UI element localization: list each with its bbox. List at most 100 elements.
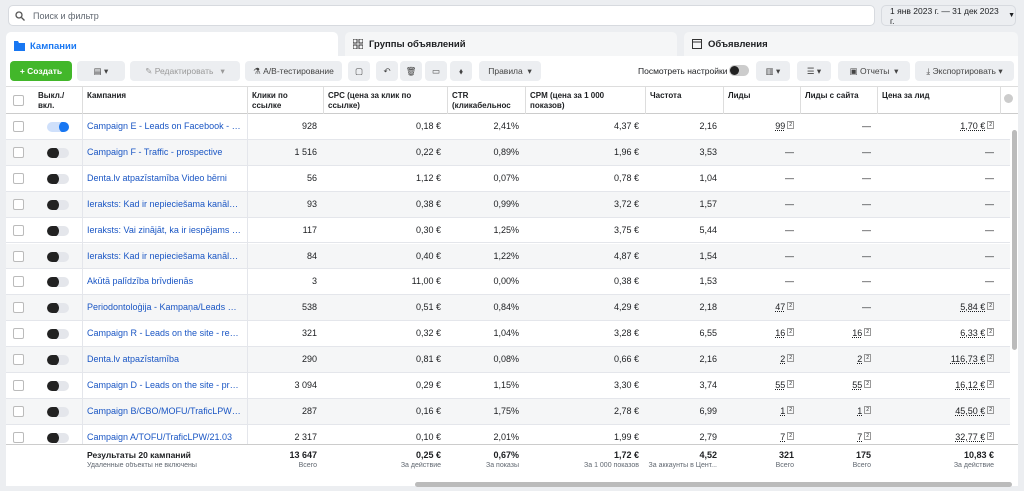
date-range[interactable]: 1 янв 2023 г. — 31 дек 2023 г. ▼ — [881, 5, 1016, 26]
metric-cell: 1,57 — [699, 198, 717, 209]
campaign-name: Ieraksts: Kad ir nepieciešama kanālu ārs… — [87, 250, 242, 261]
column-header: Клики по ссылке — [252, 91, 288, 110]
row-toggle[interactable] — [47, 277, 69, 288]
column-divider — [645, 87, 646, 114]
metric-cell: — — [862, 198, 871, 209]
footer-caption: За аккаунты в Цент... — [648, 462, 717, 469]
metric-cell: 0,78 € — [613, 172, 639, 183]
row-bg — [6, 373, 1010, 399]
metric-cell: 0,99% — [493, 198, 519, 209]
row-toggle[interactable] — [47, 381, 69, 391]
search-box[interactable]: Поиск и фильтр — [8, 5, 875, 26]
row-toggle[interactable] — [47, 329, 69, 340]
campaign-name: Ieraksts: Kad ir nepieciešama kanālu ārs… — [87, 198, 242, 209]
toggle-knob — [47, 329, 59, 340]
metric-cell: 538 — [301, 302, 317, 313]
row-toggle[interactable] — [47, 355, 69, 366]
tab-adsets[interactable]: Группы объявлений — [345, 32, 677, 56]
footer-value: 0,25 € — [415, 450, 441, 460]
row-toggle[interactable] — [47, 303, 69, 314]
edit-button[interactable]: ✎ Редактировать ▾ — [130, 61, 240, 81]
metric-value: 7 — [857, 431, 863, 442]
reports-button[interactable]: ▣ Отчеты ▾ — [838, 61, 910, 81]
row-toggle[interactable] — [47, 406, 69, 417]
tab-label: Группы объявлений — [369, 38, 466, 50]
metric-cell: — — [862, 276, 871, 287]
metric-value: 2 — [780, 354, 786, 365]
toggle-knob — [47, 251, 59, 262]
metric-cell: 1,99 € — [613, 431, 639, 442]
metric-cell: 47 2 — [723, 302, 794, 312]
ab-button[interactable]: ⚗ A/B-тестирование — [245, 61, 342, 81]
v-scrollbar[interactable] — [1012, 130, 1017, 350]
metric-cell: 84 — [306, 250, 317, 261]
metric-note: 2 — [987, 431, 994, 440]
tab-ads[interactable]: Объявления — [684, 32, 1018, 56]
metric-cell: 321 — [301, 328, 317, 339]
metric-cell: 928 — [301, 121, 317, 131]
metric-cell: 1,12 € — [415, 172, 441, 183]
metric-cell: 3 094 — [294, 380, 317, 390]
row-checkbox — [13, 250, 24, 262]
breakdown-button[interactable]: ☰ ▾ — [797, 61, 831, 81]
tag-button[interactable]: ⬧ — [450, 61, 472, 81]
edit-label: Редактировать — [154, 66, 214, 76]
row-toggle[interactable] — [47, 122, 69, 132]
metric-cell: 45,50 €2 — [877, 405, 994, 416]
metric-cell: 2,01% — [493, 431, 519, 442]
export-button[interactable]: ⤓ Экспортировать ▾ — [915, 61, 1014, 81]
tab-icon — [353, 39, 363, 49]
metric-cell: — — [785, 224, 794, 235]
metric-cell: 2,78 € — [613, 405, 639, 416]
ab-label: A/B-тестирование — [263, 66, 334, 76]
row-toggle[interactable] — [47, 225, 69, 236]
metric-cell: — — [862, 121, 871, 131]
metric-cell: 4,87 € — [613, 250, 639, 261]
metric-value: 45,50 € — [955, 405, 986, 416]
tab-icon — [14, 41, 25, 51]
rules-button[interactable]: Правила ▾ — [479, 61, 541, 81]
row-checkbox — [13, 146, 24, 158]
metric-note: 2 — [864, 328, 871, 337]
duplicate-button[interactable]: ▤ ▾ — [77, 61, 125, 81]
row-toggle[interactable] — [47, 147, 69, 158]
metric-cell: 0,38 € — [415, 198, 441, 209]
tab-icon — [692, 39, 702, 49]
metric-note: 2 — [787, 121, 794, 129]
undo-button[interactable]: ↶ — [376, 61, 398, 81]
icon-button[interactable]: ▭ — [425, 61, 447, 81]
tab-campaigns[interactable]: Кампании — [6, 32, 338, 60]
columns-button[interactable]: ▥ ▾ — [756, 61, 790, 81]
h-scrollbar[interactable] — [415, 482, 1012, 487]
view-settings-toggle[interactable] — [729, 65, 749, 76]
campaign-name: Campaign D - Leads on the site - prospe.… — [87, 380, 242, 390]
row-bg — [6, 269, 1010, 296]
metric-cell: — — [862, 146, 871, 157]
metric-cell: 55 2 — [800, 380, 871, 390]
delete-button[interactable]: 🗑 — [400, 61, 422, 81]
metric-cell: 16 2 — [800, 328, 871, 338]
metric-cell: 0,07% — [493, 172, 519, 183]
footer-sub: Удаленные объекты не включены — [87, 462, 197, 469]
metric-cell: 4,37 € — [613, 121, 639, 131]
row-toggle[interactable] — [47, 251, 69, 262]
column-header: Выкл./вкл. — [38, 91, 65, 110]
row-toggle[interactable] — [47, 432, 69, 443]
column-header: CTR (кликабельнос — [452, 91, 511, 110]
metric-cell: — — [985, 276, 994, 287]
metric-cell: 0,30 € — [415, 224, 441, 235]
row-toggle[interactable] — [47, 199, 69, 210]
row-toggle[interactable] — [47, 173, 69, 184]
toggle-knob — [47, 355, 59, 366]
footer-caption: За действие — [400, 462, 441, 469]
column-divider — [525, 87, 526, 114]
metric-cell: 3,75 € — [613, 224, 639, 235]
icon-button[interactable]: ▢ — [348, 61, 370, 81]
create-button[interactable]: + Создать — [10, 61, 72, 81]
metric-note: 2 — [787, 431, 794, 440]
rules-label: Правила — [488, 66, 523, 76]
metric-cell: 0,00% — [493, 276, 519, 287]
row-checkbox — [13, 380, 24, 391]
metric-cell: — — [985, 198, 994, 209]
